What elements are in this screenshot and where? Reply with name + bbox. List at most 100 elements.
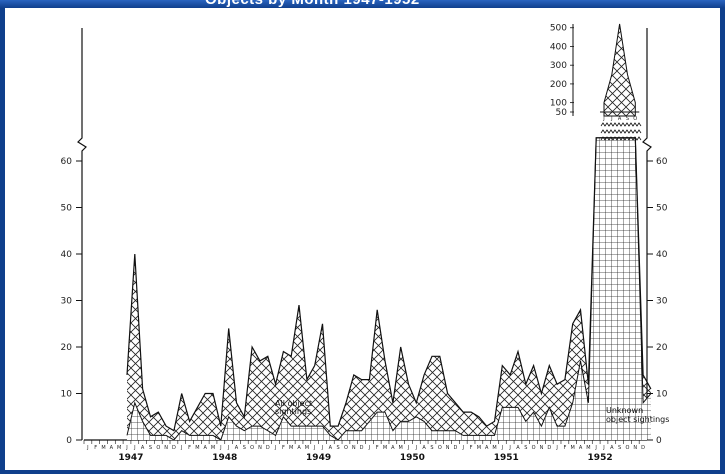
month-label: M: [399, 445, 403, 451]
annotation-unknown-1: Unknown: [606, 406, 643, 415]
month-label: S: [524, 445, 527, 451]
month-label: M: [305, 445, 309, 451]
month-label: O: [250, 445, 254, 451]
inset-tick-label: 200: [550, 80, 567, 90]
annotation-all-2: sightings: [275, 407, 311, 416]
month-label: M: [586, 445, 590, 451]
month-label: J: [313, 445, 315, 451]
month-label: A: [297, 445, 301, 451]
month-label: A: [391, 445, 395, 451]
month-label: J: [180, 445, 182, 451]
month-label: J: [274, 445, 276, 451]
month-label: F: [376, 445, 379, 451]
month-label: O: [344, 445, 348, 451]
month-label: A: [110, 445, 114, 451]
month-label: A: [516, 445, 520, 451]
month-label: N: [446, 445, 450, 451]
y-tick-label-left: 20: [61, 343, 73, 353]
annotation-all-1: All object: [275, 399, 312, 408]
month-label: M: [289, 445, 293, 451]
y-tick-label-left: 10: [61, 390, 73, 400]
unknown-sightings-area: [127, 137, 651, 441]
y-axis-left: [77, 28, 87, 440]
annotations: All object sightings Unknown object sigh…: [275, 399, 669, 424]
month-label: F: [188, 445, 191, 451]
month-label: N: [258, 445, 262, 451]
inset-month-label: S: [626, 116, 629, 122]
month-label: M: [383, 445, 387, 451]
year-label: 1952: [588, 453, 613, 463]
month-label: M: [492, 445, 496, 451]
month-label: O: [625, 445, 629, 451]
y-tick-label-left: 60: [61, 157, 73, 167]
month-label: D: [266, 445, 270, 451]
y-tick-label-right: 50: [656, 204, 668, 214]
y-tick-label-left: 50: [61, 204, 73, 214]
y-tick-label-right: 30: [656, 297, 668, 307]
month-label: J: [555, 445, 557, 451]
axis-break-zigzag: [600, 122, 642, 141]
inset-tick-label: 500: [550, 24, 567, 34]
month-label: O: [438, 445, 442, 451]
month-label: J: [602, 445, 604, 451]
month-label: J: [368, 445, 370, 451]
month-label: J: [462, 445, 464, 451]
month-label: F: [282, 445, 285, 451]
month-label: M: [117, 445, 121, 451]
month-label: M: [195, 445, 199, 451]
year-label: 1947: [118, 453, 143, 463]
month-label: F: [470, 445, 473, 451]
year-label: 1951: [494, 453, 519, 463]
annotation-unknown-2: object sightings: [606, 415, 669, 424]
y-tick-label-right: 0: [656, 436, 662, 446]
month-label: F: [94, 445, 97, 451]
month-label: J: [508, 445, 510, 451]
month-label: A: [329, 445, 333, 451]
month-label: N: [164, 445, 168, 451]
inset-tick-label: 50: [556, 108, 568, 118]
month-label: J: [125, 445, 127, 451]
month-label: J: [86, 445, 88, 451]
month-label: D: [641, 445, 645, 451]
month-label: S: [618, 445, 621, 451]
y-tick-label-left: 40: [61, 250, 73, 260]
month-label: O: [532, 445, 536, 451]
inset-tick-label: 100: [550, 99, 567, 109]
inset-tick-label: 300: [550, 61, 567, 71]
y-tick-label-right: 60: [656, 157, 668, 167]
peak-1952-area: [603, 23, 636, 117]
month-label: M: [101, 445, 105, 451]
month-label: A: [422, 445, 426, 451]
month-label: A: [610, 445, 614, 451]
month-label: A: [485, 445, 489, 451]
month-label: J: [321, 445, 323, 451]
month-label: A: [579, 445, 583, 451]
month-label: S: [243, 445, 246, 451]
title-bar: Objects by Month 1947-1952: [0, 0, 725, 8]
all-sightings-area: [127, 137, 651, 441]
y-tick-label-left: 0: [66, 436, 72, 446]
inset-month-label: A: [618, 116, 622, 122]
chart-title: Objects by Month 1947-1952: [205, 0, 420, 8]
month-label: D: [547, 445, 551, 451]
month-label: J: [594, 445, 596, 451]
inset-tick-label: 400: [550, 42, 567, 52]
all-sightings-line: [126, 137, 652, 432]
y-tick-label-right: 40: [656, 250, 668, 260]
y-axis-right: [642, 28, 652, 440]
y-tick-label-left: 30: [61, 297, 73, 307]
year-label: 1950: [400, 453, 425, 463]
inset-month-label: J: [610, 116, 612, 122]
month-label: F: [563, 445, 566, 451]
inset-month-label: J: [602, 116, 604, 122]
month-label: S: [149, 445, 152, 451]
month-label: J: [501, 445, 503, 451]
month-label: J: [407, 445, 409, 451]
chart-panel: 0 0 10 10 20 20 30 30 40 40 50 50 60 60 J F M A M J J A S O N D J F…: [5, 8, 720, 470]
month-label: M: [477, 445, 481, 451]
month-label: S: [430, 445, 433, 451]
month-label: N: [352, 445, 356, 451]
